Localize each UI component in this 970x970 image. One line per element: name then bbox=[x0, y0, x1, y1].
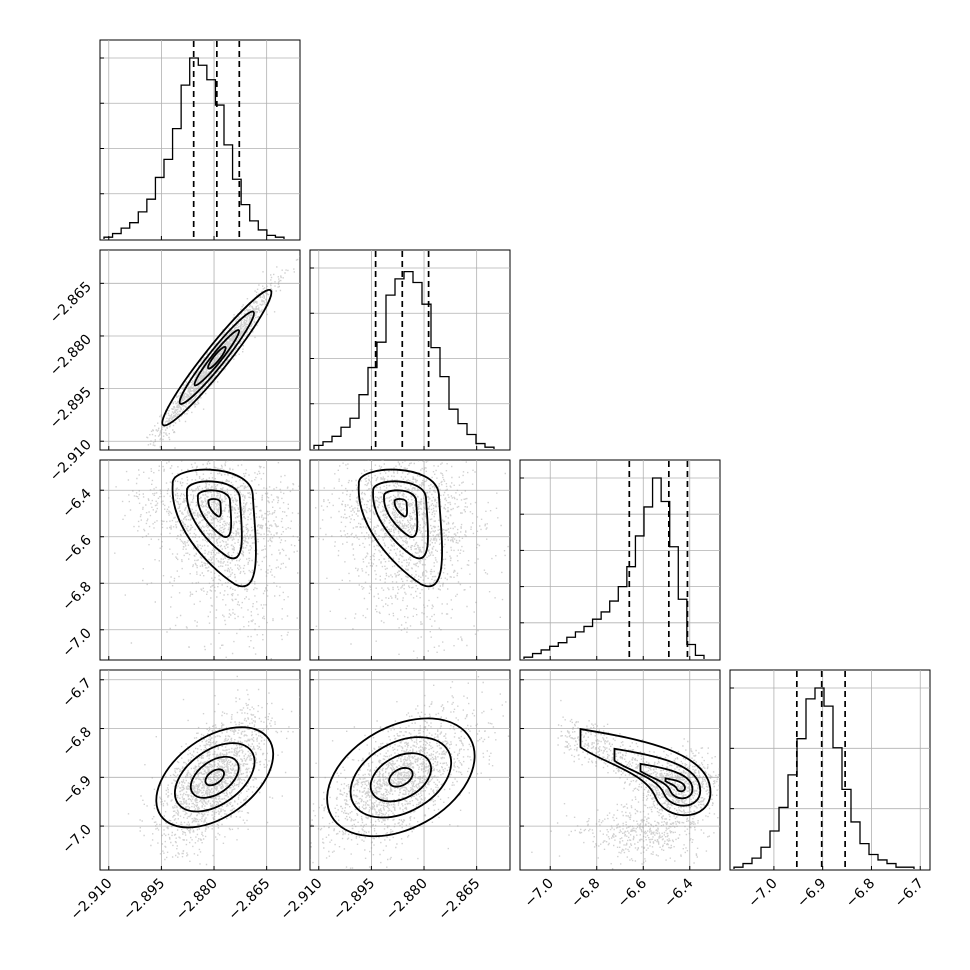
histogram-panel-1 bbox=[309, 249, 511, 451]
y-tick-label: −6.4 bbox=[59, 486, 94, 521]
y-tick-label: −2.895 bbox=[47, 384, 95, 432]
x-tick-label: −2.895 bbox=[120, 876, 168, 924]
x-tick-label: −7.0 bbox=[522, 876, 557, 911]
x-tick-label: −6.4 bbox=[661, 875, 696, 910]
x-tick-label: −6.9 bbox=[794, 876, 829, 911]
y-tick-label: −6.7 bbox=[59, 675, 94, 710]
x-tick-label: −2.865 bbox=[436, 876, 484, 924]
panel-contents bbox=[310, 676, 510, 870]
panel-contents bbox=[108, 460, 300, 660]
x-tick-label: −6.8 bbox=[843, 876, 878, 911]
density-contour bbox=[207, 345, 227, 370]
x-tick-label: −6.8 bbox=[568, 876, 603, 911]
density-contour bbox=[204, 768, 225, 787]
x-tick-label: −6.6 bbox=[615, 875, 650, 910]
x-tick-label: −2.880 bbox=[173, 876, 221, 924]
panel-contents bbox=[315, 460, 509, 660]
histogram-panel-3 bbox=[729, 669, 931, 871]
density-contour bbox=[173, 742, 256, 813]
scatter-panel-1-0 bbox=[99, 249, 301, 451]
y-tick-label: −6.8 bbox=[59, 579, 94, 614]
density-contour bbox=[197, 489, 233, 538]
y-tick-label: −6.8 bbox=[59, 724, 94, 759]
y-tick-label: −2.865 bbox=[47, 279, 95, 327]
histogram-steps bbox=[103, 57, 285, 239]
density-contour bbox=[207, 498, 222, 518]
density-contour bbox=[372, 480, 429, 560]
y-tick-label: −2.910 bbox=[47, 437, 95, 485]
density-contour bbox=[178, 310, 255, 405]
density-contour bbox=[357, 468, 443, 588]
density-contour bbox=[664, 777, 686, 793]
density-contour bbox=[383, 489, 419, 538]
histogram-steps bbox=[313, 270, 495, 449]
scatter-panel-3-2 bbox=[519, 669, 721, 871]
panel-contents bbox=[127, 675, 300, 870]
panel-frame bbox=[99, 249, 301, 451]
density-contour bbox=[349, 736, 453, 819]
scatter-points bbox=[531, 699, 720, 870]
scatter-panel-2-1 bbox=[309, 459, 511, 661]
y-tick-label: −2.880 bbox=[47, 331, 95, 379]
y-tick-label: −7.0 bbox=[59, 625, 94, 660]
x-tick-label: −7.0 bbox=[745, 876, 780, 911]
y-tick-label: −6.9 bbox=[59, 773, 94, 808]
density-contour bbox=[639, 762, 694, 800]
panel-frame bbox=[729, 669, 931, 871]
histogram-steps bbox=[733, 687, 915, 869]
x-tick-label: −2.910 bbox=[68, 876, 116, 924]
density-contour bbox=[388, 767, 414, 788]
histogram-panel-0 bbox=[99, 39, 301, 241]
x-tick-label: −2.910 bbox=[278, 876, 326, 924]
panel-frame bbox=[309, 249, 511, 451]
panel-contents bbox=[531, 699, 720, 870]
density-contour bbox=[326, 717, 476, 838]
histogram-panel-2 bbox=[519, 459, 721, 661]
histogram-steps bbox=[523, 477, 705, 659]
density-contour bbox=[155, 726, 275, 829]
density-contour bbox=[161, 289, 273, 427]
density-contour bbox=[613, 747, 702, 807]
density-contour bbox=[189, 755, 240, 799]
density-contour bbox=[369, 752, 432, 803]
scatter-panel-3-1 bbox=[309, 669, 511, 871]
density-contour bbox=[186, 480, 243, 560]
scatter-panel-2-0 bbox=[99, 459, 301, 661]
x-tick-label: −2.865 bbox=[226, 876, 274, 924]
panel-contents bbox=[146, 255, 300, 450]
panel-frame bbox=[99, 39, 301, 241]
y-tick-label: −7.0 bbox=[59, 822, 94, 857]
x-tick-label: −2.880 bbox=[383, 876, 431, 924]
scatter-points bbox=[315, 460, 509, 660]
x-tick-label: −2.895 bbox=[330, 876, 378, 924]
y-tick-label: −6.6 bbox=[59, 532, 94, 567]
x-tick-label: −6.7 bbox=[892, 876, 927, 911]
density-contour bbox=[193, 329, 241, 387]
scatter-panel-3-0 bbox=[99, 669, 301, 871]
density-contour bbox=[579, 728, 712, 817]
scatter-points bbox=[127, 675, 300, 870]
density-contour bbox=[171, 468, 257, 588]
density-contour bbox=[393, 498, 408, 518]
